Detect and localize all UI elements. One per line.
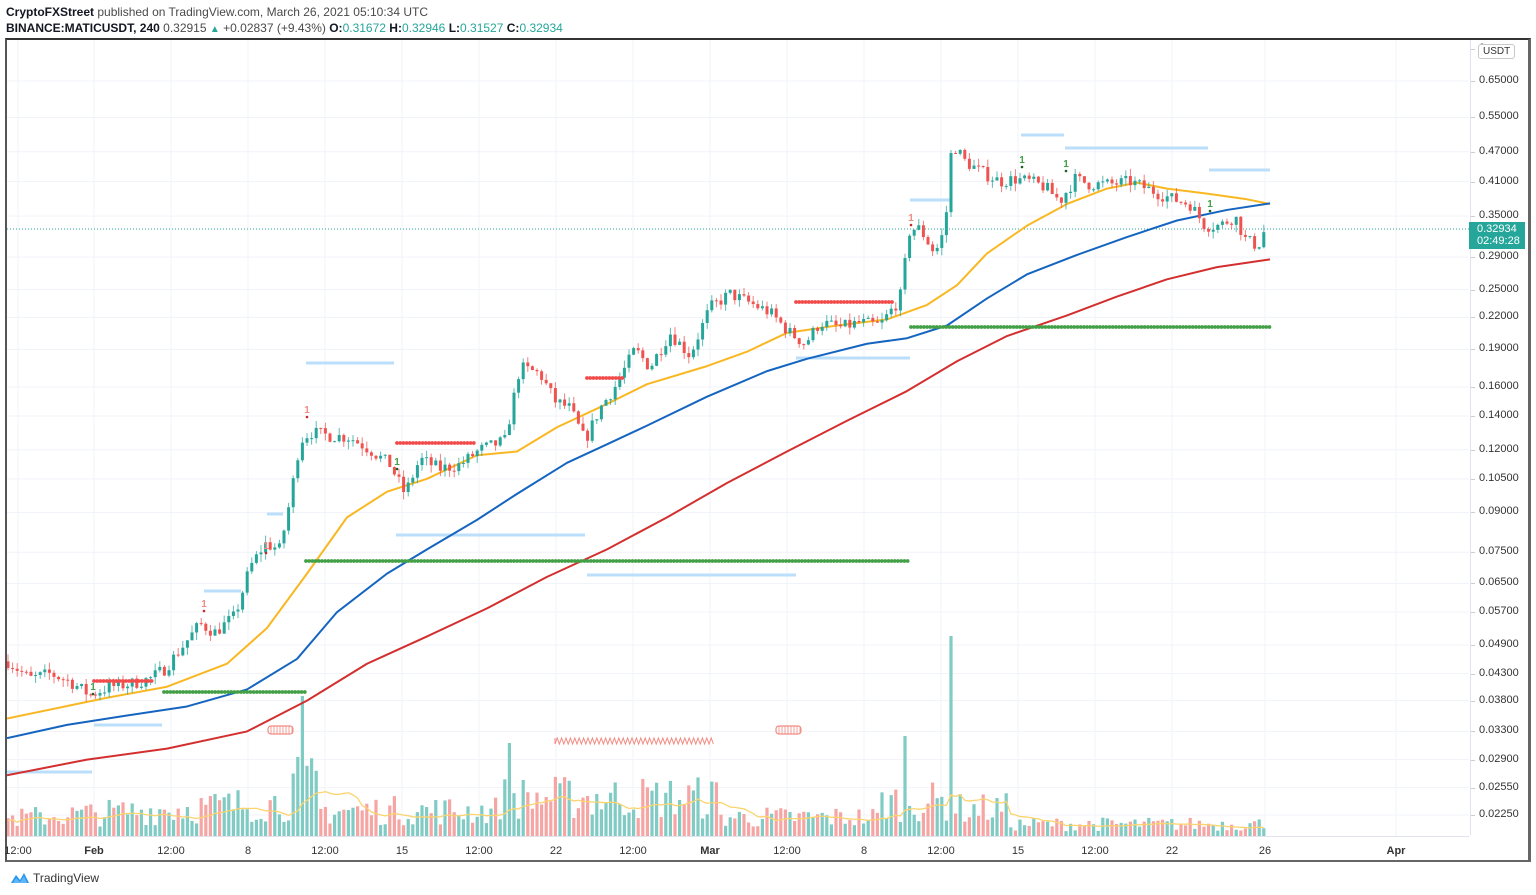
time-tick: 8 xyxy=(244,845,252,857)
moving-average-line xyxy=(7,258,1271,777)
price-chart-canvas[interactable]: 1 1 1 1 1 1 1 1 1 xyxy=(7,40,1469,836)
price-tick: 0.04300 xyxy=(1471,666,1519,679)
time-tick: Apr xyxy=(1386,845,1406,857)
signal-marker: 1 xyxy=(908,213,914,224)
price-tick: 0.47000 xyxy=(1471,144,1519,157)
price-tick: 0.22000 xyxy=(1471,310,1519,323)
current-price: 0.32934 xyxy=(1477,223,1517,235)
price-tick: 0.16000 xyxy=(1471,379,1519,392)
volume-signal-box xyxy=(775,725,802,735)
volume-bars xyxy=(7,636,1266,836)
time-tick: 8 xyxy=(860,845,868,857)
open-value: 0.31672 xyxy=(342,21,386,35)
time-tick: 22 xyxy=(1165,845,1179,857)
price-tick: 0.04900 xyxy=(1471,638,1519,651)
price-tick: 0.12000 xyxy=(1471,442,1519,455)
price-tick: 0.29000 xyxy=(1471,250,1519,263)
signal-marker: 1 xyxy=(263,541,269,552)
price-tick: 0.55000 xyxy=(1471,110,1519,123)
published-text: published on TradingView.com, March 26, … xyxy=(97,5,429,19)
time-axis[interactable]: 12:00 Feb 12:00 8 12:00 15 12:00 22 12:00 Mar 12:0… xyxy=(4,836,1469,860)
time-tick: 12:00 xyxy=(927,845,955,857)
chart-frame xyxy=(5,38,1531,862)
price-tick: 0.41000 xyxy=(1471,174,1519,187)
time-tick: 12:00 xyxy=(1081,845,1109,857)
price-tick: 0.09000 xyxy=(1471,505,1519,518)
price-tick: 0.25000 xyxy=(1471,282,1519,295)
price-tick: 0.02250 xyxy=(1471,808,1519,820)
signal-marker: 1 xyxy=(90,682,96,693)
price-tick: 0.02550 xyxy=(1471,780,1519,793)
bar-countdown: 02:49:28 xyxy=(1477,235,1520,247)
author[interactable]: CryptoFXStreet xyxy=(6,5,95,19)
volume-signal-zigzag xyxy=(554,736,714,746)
publish-info: CryptoFXStreet published on TradingView.… xyxy=(6,4,563,20)
candlesticks xyxy=(7,148,1266,702)
price-tick: 0.02900 xyxy=(1471,752,1519,765)
time-tick: 26 xyxy=(1258,845,1272,857)
symbol-info: BINANCE:MATICUSDT, 240 0.32915 ▲ +0.0283… xyxy=(6,20,563,38)
grid xyxy=(7,40,1469,836)
time-tick: 15 xyxy=(395,845,409,857)
high-label: H: xyxy=(389,21,402,35)
support-level xyxy=(304,559,910,563)
time-tick: Feb xyxy=(84,845,104,857)
resistance-level xyxy=(794,300,894,304)
volume-ma-line xyxy=(7,790,1264,829)
price-tick: 0.03300 xyxy=(1471,724,1519,737)
time-tick: 12:00 xyxy=(311,845,339,857)
price-change: +0.02837 (+9.43%) xyxy=(223,21,326,35)
support-level xyxy=(162,690,307,694)
price-axis[interactable]: 00.650000.550000.470000.410000.350000.29… xyxy=(1470,40,1530,835)
brand-name: TradingView xyxy=(33,871,100,885)
moving-average-line xyxy=(7,202,1271,740)
price-tick: 0.06500 xyxy=(1471,576,1519,589)
symbol: BINANCE:MATICUSDT, 240 xyxy=(6,21,160,35)
price-tick: 0.03800 xyxy=(1471,693,1519,706)
chart-header: CryptoFXStreet published on TradingView.… xyxy=(6,4,563,38)
time-tick: Mar xyxy=(700,845,720,857)
price-tick: 0.35000 xyxy=(1471,209,1519,222)
time-tick: 12:00 xyxy=(4,845,32,857)
resistance-level xyxy=(395,441,476,445)
tradingview-logo-icon xyxy=(11,873,29,883)
price-tick: 0.10500 xyxy=(1471,471,1519,484)
open-label: O: xyxy=(329,21,343,35)
resistance-level xyxy=(92,679,154,683)
signal-marker: 1 xyxy=(1207,199,1213,210)
time-tick: 12:00 xyxy=(157,845,185,857)
volume-signal-box xyxy=(267,725,294,735)
close-label: C: xyxy=(506,21,520,35)
resistance-level xyxy=(585,376,625,380)
price-tick: 0.05700 xyxy=(1471,605,1519,618)
currency-label[interactable]: USDT xyxy=(1478,44,1516,59)
price-tick: 0.65000 xyxy=(1471,74,1519,86)
time-tick: 22 xyxy=(549,845,563,857)
time-tick: 12:00 xyxy=(465,845,493,857)
low-label: L: xyxy=(448,21,461,35)
price-tick: 0.19000 xyxy=(1471,342,1519,355)
signal-marker: 1 xyxy=(304,405,310,416)
high-value: 0.32946 xyxy=(401,21,446,35)
signal-marker: 1 xyxy=(394,457,400,468)
signal-marker: 1 xyxy=(1019,155,1025,166)
signal-marker: 1 xyxy=(1063,159,1069,170)
low-value: 0.31527 xyxy=(460,21,504,35)
up-arrow-icon: ▲ xyxy=(209,24,220,35)
price-tick: 0.07500 xyxy=(1471,545,1519,558)
time-tick: 12:00 xyxy=(773,845,801,857)
current-price-badge: 0.32934 02:49:28 xyxy=(1469,222,1525,249)
time-tick: 12:00 xyxy=(619,845,647,857)
support-level xyxy=(909,325,1272,329)
tradingview-branding[interactable]: TradingView xyxy=(10,871,99,885)
time-tick: 15 xyxy=(1011,845,1025,857)
signal-marker: 1 xyxy=(201,599,207,610)
close-value: 0.32934 xyxy=(519,21,563,35)
price-tick: 0.14000 xyxy=(1471,409,1519,422)
last-price: 0.32915 xyxy=(163,21,207,35)
